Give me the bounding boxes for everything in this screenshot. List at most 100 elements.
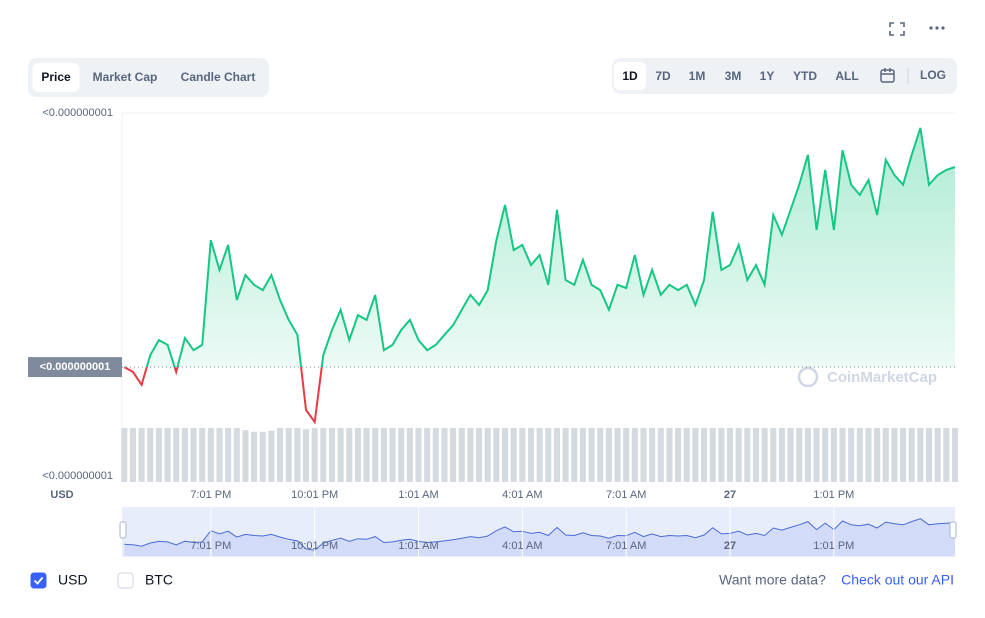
range-button[interactable]: 1D	[622, 69, 638, 83]
watermark-text: CoinMarketCap	[827, 369, 937, 386]
volume-bar	[908, 428, 915, 482]
navigator-label: 1:01 AM	[398, 540, 438, 552]
volume-bar	[138, 428, 145, 482]
tab[interactable]: Price	[41, 70, 71, 84]
volume-bar	[597, 428, 604, 482]
volume-bar	[441, 428, 448, 482]
range-button[interactable]: 7D	[655, 69, 671, 83]
volume-bar	[389, 428, 396, 482]
range-bar	[612, 58, 957, 94]
range-button[interactable]: ALL	[835, 69, 858, 83]
volume-bar	[251, 431, 258, 482]
volume-bar	[640, 428, 647, 482]
calendar-icon[interactable]	[880, 68, 895, 83]
volume-bar	[761, 428, 768, 482]
tab-bar	[28, 58, 269, 97]
volume-bar	[943, 428, 950, 482]
volume-bar	[173, 428, 180, 482]
fullscreen-icon[interactable]	[889, 22, 905, 36]
volume-bar	[709, 428, 716, 482]
volume-bar	[856, 428, 863, 482]
price-area	[124, 127, 955, 368]
volume-bar	[458, 428, 465, 482]
log-button[interactable]: LOG	[920, 68, 946, 82]
tab[interactable]: Market Cap	[93, 70, 158, 84]
volume-bar	[882, 428, 889, 482]
volume-bar	[207, 428, 214, 482]
volume-bar	[848, 428, 855, 482]
volume-bar	[900, 428, 907, 482]
volume-bar	[926, 428, 933, 482]
y-axis-label: USD	[50, 489, 73, 501]
volume-bar	[285, 428, 292, 482]
currency-label: USD	[58, 572, 88, 588]
volume-bar	[363, 428, 370, 482]
volume-bar	[614, 428, 621, 482]
volume-bar	[450, 428, 457, 482]
volume-bar	[225, 428, 232, 482]
range-button[interactable]: 1M	[689, 69, 706, 83]
volume-bar	[553, 428, 560, 482]
range-button[interactable]: 1Y	[760, 69, 775, 83]
volume-bar	[545, 428, 552, 482]
volume-bar	[294, 428, 301, 482]
volume-bar	[623, 428, 630, 482]
checkbox[interactable]	[117, 572, 134, 589]
volume-bar	[701, 428, 708, 482]
volume-bar	[311, 428, 318, 482]
currency-label: BTC	[145, 572, 173, 588]
navigator-handle[interactable]	[119, 521, 127, 539]
range-button[interactable]: 3M	[725, 69, 742, 83]
volume-bar	[675, 428, 682, 482]
volume-bar	[657, 428, 664, 482]
volume-bar	[951, 428, 959, 482]
checkbox[interactable]	[30, 572, 47, 589]
volume-bar	[917, 428, 924, 482]
volume-bar	[233, 428, 240, 482]
volume-bar	[467, 428, 474, 482]
volume-bar	[579, 428, 586, 482]
navigator-label: 4:01 AM	[502, 540, 542, 552]
volume-bar	[147, 428, 154, 482]
x-tick-label: 1:01 AM	[398, 489, 438, 501]
volume-bar	[588, 428, 595, 482]
x-tick-label: 27	[724, 489, 736, 501]
volume-bar	[770, 428, 777, 482]
price-line-up	[124, 127, 956, 368]
volume-bar	[752, 428, 760, 482]
y-tick-label: <0.000000001	[42, 470, 113, 482]
volume-bar	[804, 428, 811, 482]
volume-bar	[891, 428, 898, 482]
api-link[interactable]: Check out our API	[841, 572, 954, 588]
x-tick-label: 7:01 AM	[606, 489, 646, 501]
volume-bar	[813, 428, 820, 482]
navigator-handle[interactable]	[949, 521, 957, 539]
volume-bar	[692, 428, 699, 482]
tab[interactable]: Candle Chart	[181, 70, 256, 84]
more-icon[interactable]	[929, 26, 945, 30]
reference-label: <0.000000001	[40, 361, 111, 373]
volume-bar	[605, 428, 612, 482]
volume-bar	[406, 428, 413, 482]
navigator-label: 10:01 PM	[291, 540, 338, 552]
x-tick-label: 1:01 PM	[813, 489, 854, 501]
volume-bar	[536, 428, 543, 482]
navigator-area	[124, 518, 956, 556]
volume-bar	[874, 428, 881, 482]
volume-bar	[787, 428, 794, 482]
navigator-line	[124, 518, 956, 551]
volume-bar	[519, 428, 526, 482]
volume-bar	[181, 428, 188, 482]
volume-bar	[320, 428, 327, 482]
volume-bar	[484, 428, 491, 482]
volume-bar	[199, 428, 206, 482]
volume-bar	[121, 428, 128, 482]
x-tick-label: 10:01 PM	[291, 489, 338, 501]
volume-bar	[432, 428, 439, 482]
volume-bar	[934, 428, 941, 482]
volume-bar	[346, 428, 353, 482]
volume-bar	[190, 428, 197, 482]
volume-bar	[129, 428, 136, 482]
range-button[interactable]: YTD	[793, 69, 817, 83]
